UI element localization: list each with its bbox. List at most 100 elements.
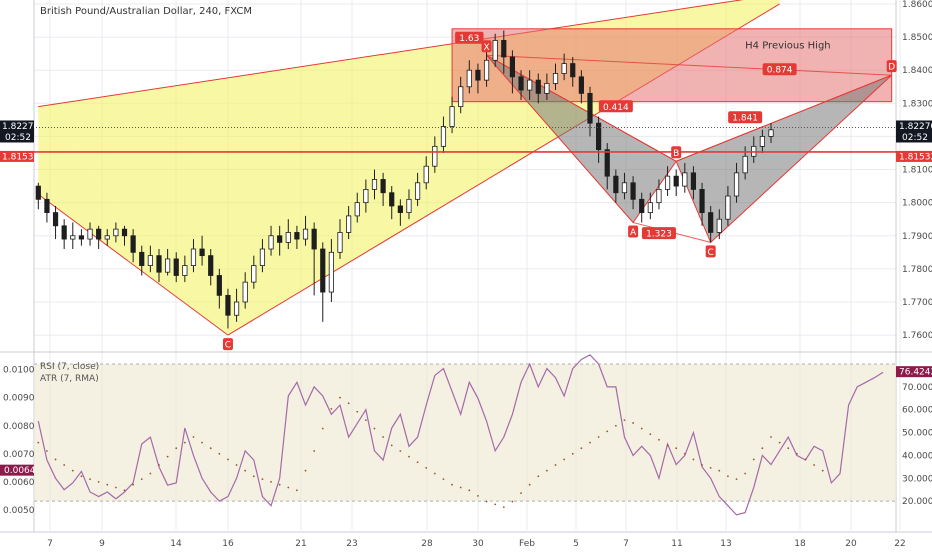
atr-dot: [606, 430, 609, 433]
price-tick-label: 1.76000: [902, 331, 932, 341]
candle-body: [52, 212, 59, 227]
candle-body: [501, 39, 507, 58]
candle-body: [259, 248, 266, 266]
candle-body: [173, 258, 179, 276]
pattern-point-d: D: [886, 60, 897, 73]
atr-dot: [623, 419, 626, 422]
candle-body: [363, 189, 369, 204]
price-tick-label: 1.83000: [902, 99, 932, 109]
left-tag-bg: [0, 150, 34, 162]
price-tick-label: 1.77000: [902, 298, 932, 308]
candle-body: [139, 251, 145, 266]
atr-dot: [589, 441, 591, 444]
candle-body: [78, 235, 85, 240]
candle-body: [578, 76, 584, 94]
atr-dot: [804, 458, 807, 461]
candle-body: [639, 198, 645, 213]
price-tag-value: 1.81532: [899, 152, 932, 162]
atr-dot: [304, 469, 307, 472]
date-tick-label: 13: [720, 539, 731, 549]
atr-dot: [442, 478, 445, 480]
candle-body: [527, 79, 533, 91]
pattern-label-text: 0.414: [603, 103, 629, 113]
candle-body: [130, 235, 136, 253]
date-tick-label: 23: [346, 539, 357, 549]
pattern-leg: [486, 54, 677, 162]
candle-body: [759, 136, 765, 147]
candle-body: [165, 258, 171, 273]
price-tick-label: 1.86000: [902, 0, 932, 10]
candle-body: [509, 56, 516, 78]
indicator-panel: [34, 354, 896, 516]
pattern-label-text: D: [888, 63, 895, 73]
atr-dot: [123, 489, 126, 492]
price-tag-value: 1.82270: [899, 122, 932, 132]
atr-dot: [37, 441, 40, 444]
atr-dot: [356, 410, 359, 413]
candle-body: [544, 83, 550, 94]
candle-body: [587, 92, 593, 124]
pattern-ratio-label: 0.874: [762, 63, 797, 76]
rsi-band: [34, 364, 896, 502]
atr-dot: [718, 469, 721, 472]
candle-body: [466, 69, 472, 88]
price-tag-bg: [896, 150, 932, 162]
candle-body: [690, 172, 697, 190]
candle-body: [742, 155, 748, 174]
atr-dot: [347, 402, 350, 405]
candle-body: [458, 86, 464, 108]
pattern-label-text: 1.323: [646, 230, 672, 240]
atr-dot: [554, 464, 557, 466]
atr-dot: [597, 436, 600, 438]
candle-body: [268, 235, 274, 250]
pattern-label-bg: [481, 40, 492, 53]
candle-body: [613, 175, 619, 194]
candle-body: [716, 218, 722, 233]
candle-body: [208, 255, 214, 276]
atr-dot: [485, 500, 488, 503]
horizontal-levels: [0, 126, 932, 153]
pattern-label-bg: [886, 60, 897, 73]
pattern-label-text: B: [673, 149, 679, 159]
candle-body: [147, 255, 153, 266]
pattern-label-text: C: [225, 341, 231, 351]
rsi-label: RSI (7, close): [40, 362, 99, 372]
left-time-bg: [0, 131, 34, 143]
atr-dot: [390, 444, 393, 447]
candle-body: [733, 172, 740, 197]
left-tag-value: 1.82270: [2, 122, 39, 132]
candle-body: [61, 225, 67, 240]
pattern-label-text: X: [483, 43, 489, 53]
candle-body: [87, 228, 93, 240]
pattern-label-bg: [671, 146, 682, 159]
candle-body: [380, 179, 386, 194]
atr-dot: [580, 447, 583, 450]
date-tick-label: 16: [222, 539, 234, 549]
candle-body: [328, 251, 334, 293]
candle-body: [233, 301, 240, 316]
pattern-ratio-label: 1.323: [641, 227, 676, 240]
atr-dot: [537, 475, 540, 478]
atr-dot: [778, 441, 781, 444]
date-tick-label: Feb: [519, 539, 535, 549]
pattern-point-x: X: [481, 40, 492, 53]
atr-dot: [795, 452, 798, 455]
left-time-value: 02:52: [5, 133, 31, 143]
pattern-label-bg: [641, 227, 676, 240]
atr-dot: [640, 427, 643, 430]
atr-dot: [339, 396, 341, 399]
date-tick-label: 11: [671, 539, 682, 549]
candle-body: [570, 63, 576, 78]
candle-body: [682, 172, 688, 187]
atr-dot: [46, 450, 48, 452]
date-tick-label: 28: [421, 539, 433, 549]
atr-dot: [752, 458, 755, 461]
pattern-point-c: C: [705, 245, 716, 258]
pattern-label-text: 1.841: [732, 114, 758, 124]
pattern-label-bg: [455, 31, 484, 44]
zone-label: H4 Previous High: [745, 41, 830, 52]
atr-dot: [166, 455, 169, 458]
